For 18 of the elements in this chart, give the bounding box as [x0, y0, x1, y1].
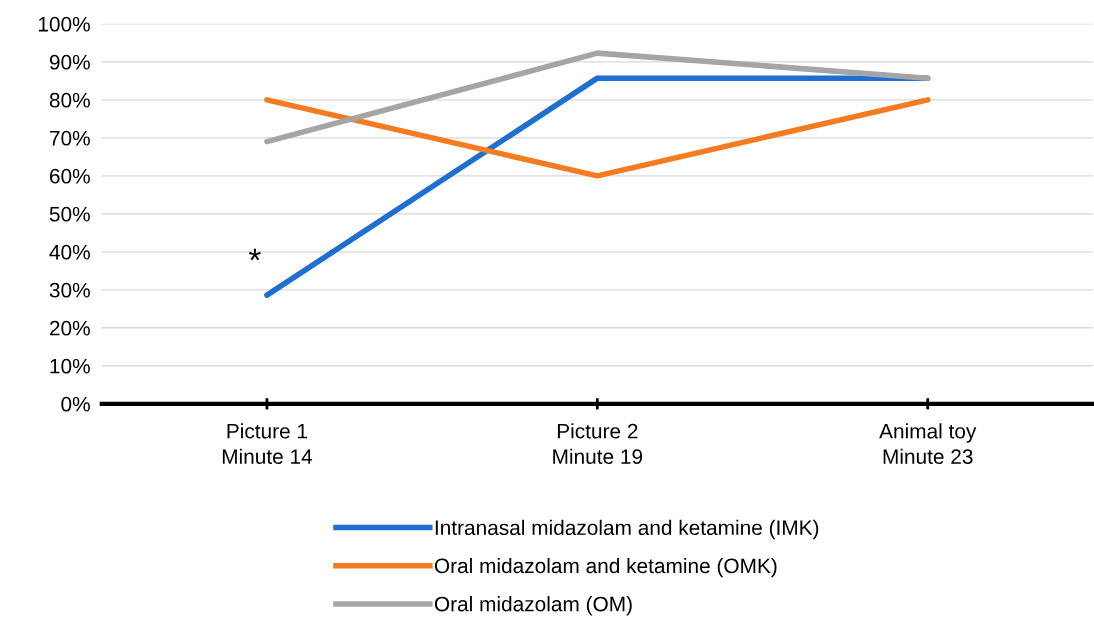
annotation: *	[248, 248, 261, 261]
legend-label: Oral midazolam and ketamine (OMK)	[434, 557, 777, 578]
legend-label: Intranasal midazolam and ketamine (IMK)	[435, 519, 819, 540]
y-tick-label: 90%	[49, 54, 90, 70]
legend-label: Oral midazolam (OM)	[434, 596, 632, 616]
y-tick-label: 100%	[38, 16, 90, 32]
y-tick-label: 30%	[49, 282, 90, 298]
y-tick-label: 20%	[49, 320, 90, 336]
y-tick-label: 40%	[49, 244, 90, 260]
y-tick-label: 60%	[49, 168, 90, 184]
x-tick-label: Animal toy Minute 23	[879, 423, 977, 465]
y-tick-label: 10%	[50, 358, 90, 374]
y-tick-label: 70%	[50, 130, 90, 146]
y-tick-label: 80%	[49, 92, 90, 108]
y-tick-label: 0%	[61, 396, 90, 412]
x-tick-label: Picture 1 Minute 14	[222, 423, 313, 465]
y-tick-label: 50%	[49, 206, 90, 222]
x-tick-label: Picture 2 Minute 19	[553, 423, 643, 465]
